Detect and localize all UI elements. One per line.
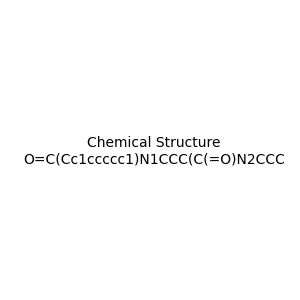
Text: Chemical Structure
O=C(Cc1ccccc1)N1CCC(C(=O)N2CCC: Chemical Structure O=C(Cc1ccccc1)N1CCC(C… xyxy=(23,136,285,166)
